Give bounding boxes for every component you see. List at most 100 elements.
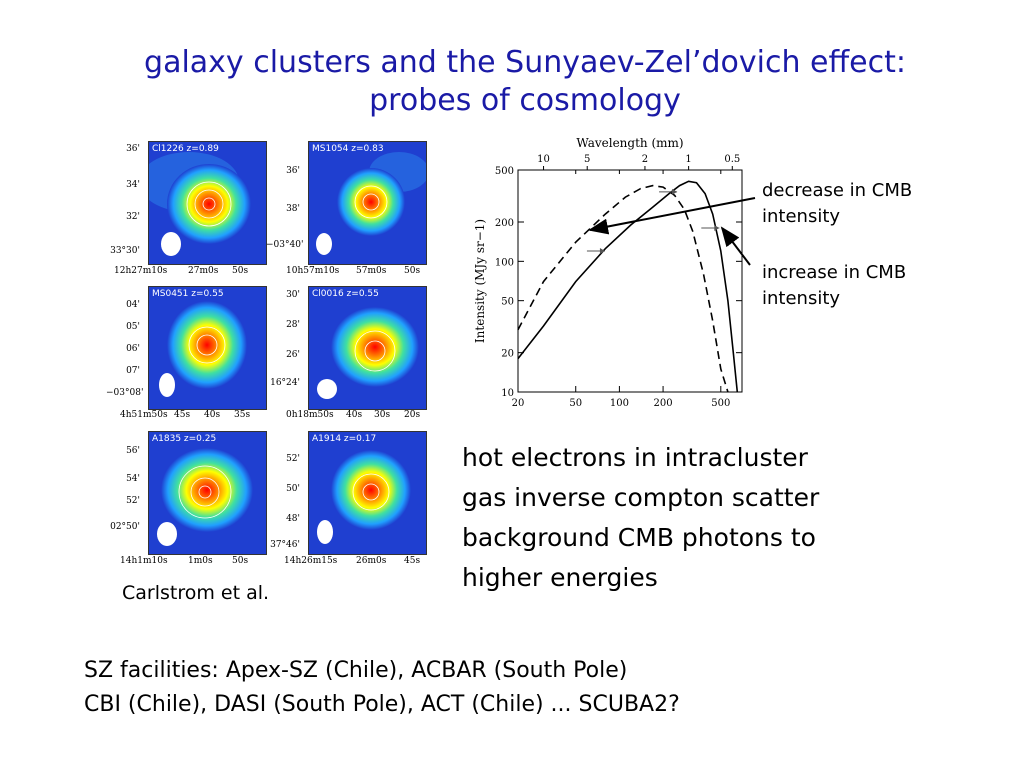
y-tick-label: 37°46' xyxy=(270,540,300,550)
y-tick-label: 33°30' xyxy=(110,246,140,256)
x-tick-label: 50s xyxy=(232,556,249,566)
y-tick-label: 06' xyxy=(126,344,140,354)
x-tick-label: 4h51m50s xyxy=(120,410,168,420)
x-tick-label: 50 xyxy=(569,398,582,409)
y-tick-label: −03°40' xyxy=(266,240,304,250)
sz-map-image xyxy=(149,432,266,554)
x-tick-label: 50s xyxy=(404,266,421,276)
y-tick-label: 36' xyxy=(286,166,300,176)
x-tick-label: 20s xyxy=(404,410,421,420)
panel-label: Cl1226 z=0.89 xyxy=(152,144,219,154)
top-tick-label: 10 xyxy=(537,154,550,165)
facilities-line-1: SZ facilities: Apex-SZ (Chile), ACBAR (S… xyxy=(84,658,628,683)
shift-arrowhead xyxy=(672,188,678,195)
x-tick-label: 35s xyxy=(234,410,251,420)
x-tick-label: 20 xyxy=(512,398,525,409)
sz-map-panel: A1914 z=0.17 xyxy=(308,431,427,555)
x-tick-label: 10h57m10s xyxy=(286,266,340,276)
y-tick-label: 500 xyxy=(495,166,514,177)
mechanism-line: hot electrons in intracluster xyxy=(462,443,808,472)
x-tick-label: 40s xyxy=(204,410,221,420)
sz-map-panel: Cl1226 z=0.89 xyxy=(148,141,267,265)
sz-map-image xyxy=(309,287,426,409)
x-tick-label: 1m0s xyxy=(188,556,213,566)
y-tick-label: 32' xyxy=(126,212,140,222)
x-tick-label: 50s xyxy=(232,266,249,276)
x-tick-label: 14h26m15s xyxy=(284,556,338,566)
y-tick-label: 52' xyxy=(286,454,300,464)
plot-frame xyxy=(517,169,743,393)
mechanism-line: gas inverse compton scatter xyxy=(462,483,820,512)
x-tick-label: 45s xyxy=(404,556,421,566)
x-tick-label: 40s xyxy=(346,410,363,420)
y-tick-label: 50' xyxy=(286,484,300,494)
x-tick-label: 100 xyxy=(610,398,629,409)
y-tick-label: 07' xyxy=(126,366,140,376)
y-tick-label: 34' xyxy=(126,180,140,190)
x-tick-label: 30s xyxy=(374,410,391,420)
y-tick-label: 100 xyxy=(495,257,514,268)
y-tick-label: 48' xyxy=(286,514,300,524)
y-tick-label: 28' xyxy=(286,320,300,330)
decrease-annotation: decrease in CMB intensity xyxy=(762,178,912,230)
mechanism-text: hot electrons in intracluster gas invers… xyxy=(462,438,819,598)
x-tick-label: 12h27m10s xyxy=(114,266,168,276)
sz-map-image xyxy=(309,432,426,554)
increase-annotation-line-2: intensity xyxy=(762,288,841,309)
panel-label: MS0451 z=0.55 xyxy=(152,289,224,299)
increase-annotation-line-1: increase in CMB xyxy=(762,262,907,283)
panel-label: A1914 z=0.17 xyxy=(312,434,377,444)
title-line-1: galaxy clusters and the Sunyaev-Zel’dovi… xyxy=(144,45,906,80)
cmb-spectrum-line xyxy=(517,184,729,393)
sz-map-grid: Cl1226 z=0.89 36' 34' 32' 33°30' 12h27m1… xyxy=(106,136,428,566)
x-tick-label: 27m0s xyxy=(188,266,219,276)
sz-map-panel: A1835 z=0.25 xyxy=(148,431,267,555)
y-tick-label: 52' xyxy=(126,496,140,506)
y-tick-label: −03°08' xyxy=(106,388,144,398)
sz-map-panel: MS0451 z=0.55 xyxy=(148,286,267,410)
x-tick-label: 0h18m50s xyxy=(286,410,334,420)
decrease-annotation-line-1: decrease in CMB xyxy=(762,180,913,201)
y-tick-label: 50 xyxy=(501,297,514,308)
panel-label: A1835 z=0.25 xyxy=(152,434,217,444)
top-tick-label: 5 xyxy=(584,154,590,165)
x-tick-label: 14h1m10s xyxy=(120,556,168,566)
y-tick-label: 05' xyxy=(126,322,140,332)
y-tick-label: 38' xyxy=(286,204,300,214)
sz-map-image xyxy=(309,142,426,264)
y-tick-label: 26' xyxy=(286,350,300,360)
sz-map-image xyxy=(149,142,266,264)
y-tick-label: 30' xyxy=(286,290,300,300)
x-tick-label: 45s xyxy=(174,410,191,420)
mechanism-line: higher energies xyxy=(462,563,658,592)
y-tick-label: 04' xyxy=(126,300,140,310)
sz-map-image xyxy=(149,287,266,409)
y-tick-label: 56' xyxy=(126,446,140,456)
figure-credit: Carlstrom et al. xyxy=(122,582,270,604)
x-tick-label: 57m0s xyxy=(356,266,387,276)
y-axis-label: Intensity (MJy sr−1) xyxy=(473,219,487,343)
x-tick-label: 26m0s xyxy=(356,556,387,566)
slide-title: galaxy clusters and the Sunyaev-Zel’dovi… xyxy=(60,44,990,120)
title-line-2: probes of cosmology xyxy=(369,83,681,118)
top-tick-label: 2 xyxy=(642,154,648,165)
panel-label: MS1054 z=0.83 xyxy=(312,144,384,154)
y-tick-label: 20 xyxy=(501,349,514,360)
distorted-spectrum-line xyxy=(517,180,739,393)
top-tick-label: 1 xyxy=(685,154,691,165)
y-tick-label: 54' xyxy=(126,474,140,484)
mechanism-line: background CMB photons to xyxy=(462,523,816,552)
y-tick-label: 200 xyxy=(495,218,514,229)
decrease-annotation-line-2: intensity xyxy=(762,206,841,227)
sz-map-panel: MS1054 z=0.83 xyxy=(308,141,427,265)
y-tick-label: 36' xyxy=(126,144,140,154)
top-axis-label: Wavelength (mm) xyxy=(576,136,683,150)
increase-annotation: increase in CMB intensity xyxy=(762,260,906,312)
sz-map-panel: Cl0016 z=0.55 xyxy=(308,286,427,410)
y-tick-label: 16°24' xyxy=(270,378,300,388)
sz-spectrum-chart: Wavelength (mm) Intensity (MJy sr−1) 20 5… xyxy=(473,136,743,409)
panel-label: Cl0016 z=0.55 xyxy=(312,289,379,299)
y-tick-label: 10 xyxy=(501,388,514,399)
shift-arrowhead xyxy=(599,247,605,254)
facilities-line-2: CBI (Chile), DASI (South Pole), ACT (Chi… xyxy=(84,692,680,717)
